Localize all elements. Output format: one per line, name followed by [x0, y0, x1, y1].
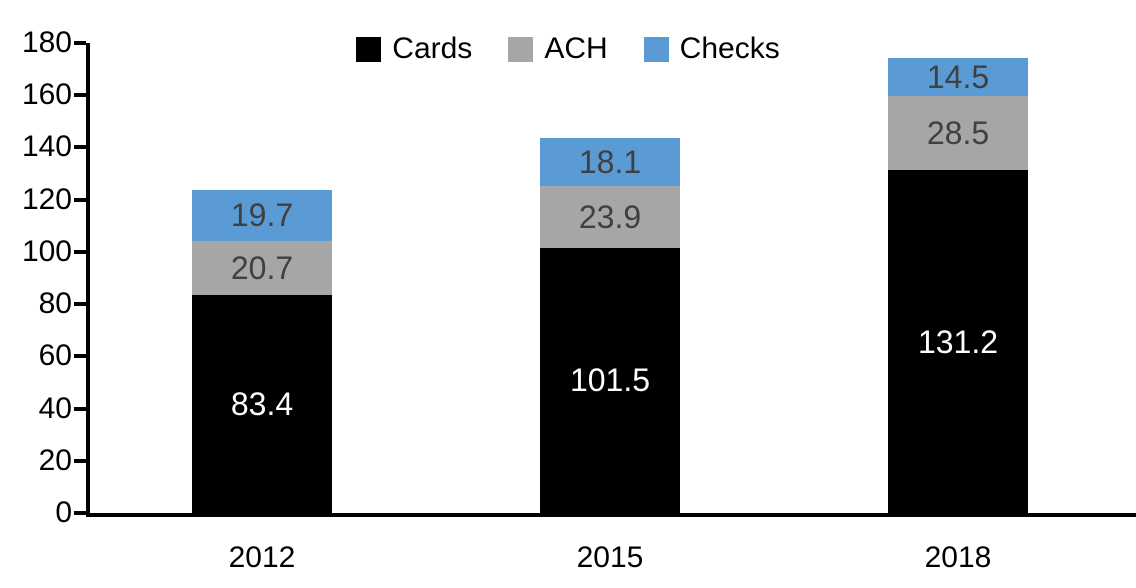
bar-segment-ach-2012: 20.7 — [192, 241, 332, 296]
bar-value-label: 14.5 — [926, 59, 990, 96]
y-tick-label: 40 — [38, 391, 72, 425]
bar-segment-ach-2015: 23.9 — [540, 185, 680, 248]
y-axis — [86, 43, 90, 517]
legend-swatch-ach — [508, 36, 534, 62]
legend-swatch-cards — [356, 36, 382, 62]
chart-legend: Cards ACH Checks — [0, 34, 1136, 64]
y-tick-label: 60 — [38, 339, 72, 373]
bar-segment-cards-2012: 83.4 — [192, 295, 332, 513]
legend-label-ach: ACH — [544, 32, 608, 65]
bar-segment-checks-2018: 14.5 — [888, 58, 1028, 96]
y-tick — [74, 458, 86, 463]
y-tick-label: 80 — [38, 287, 72, 321]
bar-value-label: 83.4 — [230, 386, 294, 423]
bar-segment-checks-2015: 18.1 — [540, 138, 680, 186]
legend-label-checks: Checks — [679, 32, 780, 65]
legend-label-cards: Cards — [392, 32, 473, 65]
bar-value-label: 19.7 — [230, 197, 294, 234]
legend-swatch-checks — [643, 36, 669, 62]
y-tick — [74, 145, 86, 150]
y-tick — [74, 406, 86, 411]
y-tick-label: 100 — [21, 234, 72, 268]
bar-segment-cards-2018: 131.2 — [888, 170, 1028, 513]
x-axis — [86, 513, 1136, 517]
y-tick-label: 160 — [21, 78, 72, 112]
y-tick — [74, 249, 86, 254]
y-tick — [74, 354, 86, 359]
x-axis-label-2018: 2018 — [924, 541, 992, 574]
bar-value-label: 28.5 — [926, 115, 990, 152]
y-tick-label: 120 — [21, 182, 72, 216]
bar-value-label: 131.2 — [917, 323, 999, 360]
y-tick-label: 20 — [38, 443, 72, 477]
y-tick-label: 180 — [21, 26, 72, 59]
x-axis-label-2012: 2012 — [228, 541, 296, 574]
y-tick — [74, 197, 86, 202]
legend-item-ach: ACH — [508, 32, 608, 65]
bar-value-label: 23.9 — [578, 198, 642, 235]
y-tick — [74, 41, 86, 45]
bar-value-label: 18.1 — [578, 143, 642, 180]
legend-item-cards: Cards — [356, 34, 472, 64]
x-axis-label-2015: 2015 — [576, 541, 644, 574]
y-tick — [74, 302, 86, 307]
legend-item-checks: Checks — [643, 32, 780, 65]
bar-segment-cards-2015: 101.5 — [540, 247, 680, 513]
y-tick-label: 140 — [21, 130, 72, 164]
bar-segment-ach-2018: 28.5 — [888, 96, 1028, 171]
y-tick-label: 0 — [55, 496, 72, 529]
y-tick — [74, 93, 86, 98]
bar-value-label: 20.7 — [230, 250, 294, 287]
y-tick — [74, 511, 86, 515]
bar-value-label: 101.5 — [569, 362, 651, 399]
bar-segment-checks-2012: 19.7 — [192, 189, 332, 242]
